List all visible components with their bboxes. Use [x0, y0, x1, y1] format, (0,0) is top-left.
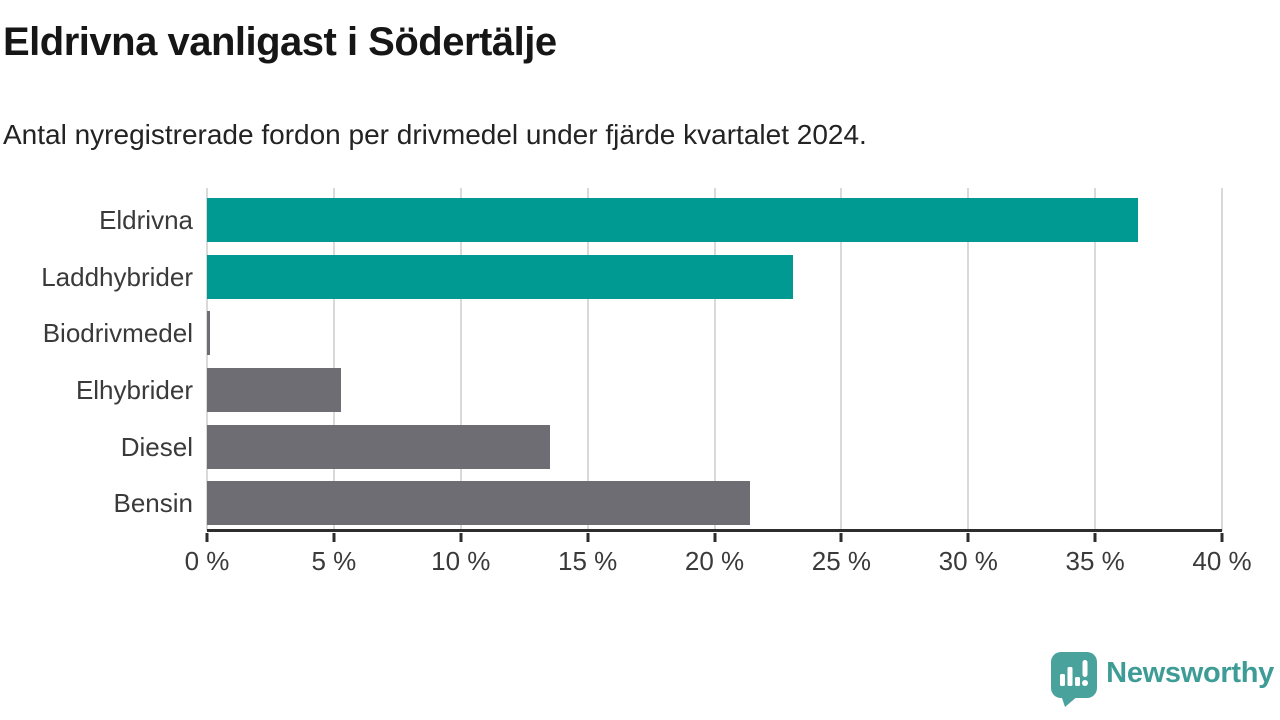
bar-elhybrider	[207, 367, 342, 412]
x-axis-tick	[1093, 533, 1097, 542]
bar-diesel	[207, 424, 550, 469]
gridline	[840, 188, 843, 531]
x-axis-tick-label: 20 %	[684, 546, 745, 576]
x-axis-tick	[966, 533, 970, 542]
gridline	[967, 188, 970, 531]
bar-eldrivna	[207, 198, 1139, 242]
x-axis-tick-label: 40 %	[1192, 546, 1252, 576]
x-axis-tick	[839, 533, 843, 542]
gridline	[713, 188, 716, 531]
gridline	[332, 188, 335, 531]
bar-laddhybrider	[207, 254, 794, 299]
category-label: Elhybrider	[75, 374, 193, 405]
newsworthy-logo-icon	[1051, 651, 1098, 707]
x-axis-tick	[586, 533, 590, 542]
x-axis-tick	[1220, 533, 1224, 542]
x-axis-tick	[713, 533, 716, 542]
category-label: Eldrivna	[99, 205, 193, 235]
bar-biodrivmedel	[207, 311, 210, 356]
category-labels: Eldrivna Laddhybrider Biodrivmedel Elhybrid…	[0, 188, 193, 531]
gridline	[459, 188, 462, 531]
gridline	[206, 188, 208, 531]
gridline	[586, 188, 589, 531]
category-label: Bensin	[113, 488, 194, 519]
category-label: Laddhybrider	[41, 261, 193, 292]
x-axis-tick-label: 15 %	[557, 546, 618, 576]
x-axis-tick	[205, 533, 209, 542]
x-axis-tick	[459, 533, 463, 542]
plot-area: 0 % 5 % 10 % 15 % 20 % 25 % 30 % 35 % 40 %	[185, 188, 1252, 576]
newsworthy-logo-text: Newsworthy	[1106, 656, 1274, 689]
x-axis-line	[207, 529, 1222, 532]
chart-subtitle: Antal nyregistrerade fordon per drivmede…	[3, 119, 867, 150]
x-axis-tick-label: 5 %	[311, 546, 357, 576]
newsworthy-logo: Newsworthy	[1051, 650, 1274, 708]
bar-bensin	[207, 481, 751, 526]
x-axis-tick-label: 25 %	[811, 546, 872, 576]
gridline	[1221, 188, 1223, 531]
x-axis-tick-label: 0 %	[184, 546, 230, 576]
gridline	[1094, 188, 1097, 531]
category-label: Diesel	[120, 431, 193, 462]
x-axis-tick-label: 30 %	[938, 546, 998, 576]
category-label: Biodrivmedel	[42, 318, 193, 349]
chart-title: Eldrivna vanligast i Södertälje	[3, 20, 557, 64]
x-axis-tick-label: 35 %	[1065, 546, 1125, 576]
x-axis-tick-label: 10 %	[431, 546, 491, 576]
x-axis-tick	[332, 533, 336, 542]
